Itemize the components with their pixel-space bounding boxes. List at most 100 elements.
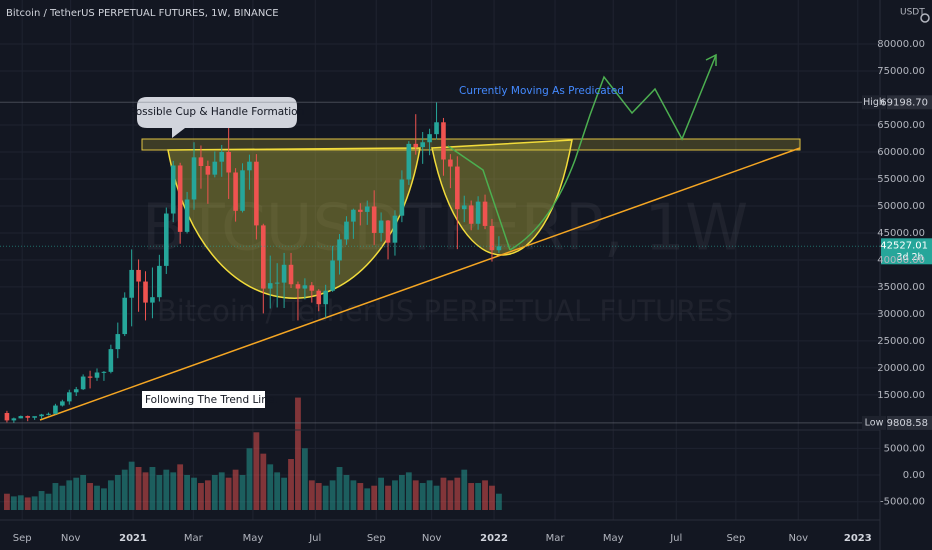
chart-title: Bitcoin / TetherUS PERPETUAL FUTURES, 1W… [6,8,279,19]
marker-value: 69198.70 [880,97,928,108]
volume-bar [281,477,287,510]
candle-body [247,161,252,171]
candle-body [455,166,460,210]
candle-body [281,264,287,283]
candle-body [53,405,58,414]
candle-body [309,285,315,291]
candle-body [177,165,183,232]
candle-body [240,170,245,211]
volume-bar [163,469,170,510]
marker-name: High [863,97,885,108]
x-tick-label: Jul [308,533,321,544]
candle-body [170,165,176,214]
candle-body [371,206,377,233]
candle-body [392,215,398,243]
countdown-label: 3d 2h [896,252,923,263]
volume-bar [101,488,107,510]
volume-bar [66,480,73,510]
x-tick-label: Nov [422,533,442,544]
x-tick-label: 2023 [844,533,872,544]
x-tick-label: 2021 [119,533,147,544]
volume-bar [461,469,468,510]
volume-bar [17,495,24,510]
candle-body [150,297,155,303]
candle-body [11,418,17,421]
candle-body [323,290,328,305]
candle-body [39,414,44,417]
volume-bar [135,467,142,510]
projection-arrow [705,53,717,66]
y-tick-label: 55000.00 [877,174,925,185]
candle-body [143,281,148,303]
candle-body [427,134,432,143]
candle-body [406,143,412,180]
candle-body [288,264,294,285]
y2-tick-label: -5000.00 [880,497,925,508]
settings-icon[interactable] [920,13,930,23]
marker-value-box [887,415,932,430]
candle-body [87,376,93,378]
volume-bar [329,480,336,510]
volume-bar [121,469,128,510]
candle-body [330,260,335,291]
y-tick-label: 50000.00 [877,201,925,212]
projection-path [509,54,717,251]
candle-body [191,157,197,200]
callout-box [137,97,297,138]
candle-body [358,209,363,212]
candle-body [122,297,128,335]
y-tick-label: 25000.00 [877,336,925,347]
candle-body [413,143,419,148]
y-tick-label: 35000.00 [877,282,925,293]
volume-bar [371,485,378,510]
volume-bar [73,477,80,510]
candle-body [73,389,79,393]
last-price-label: 42527.01 [880,240,928,251]
candle-body [163,213,169,266]
candle-body [337,239,342,261]
y-tick-label: 75000.00 [877,66,925,77]
candle-body [129,269,134,298]
candle-body [108,349,114,372]
volume-bar [398,475,405,510]
volume-bar [260,453,267,510]
volume-bar [288,458,294,510]
candle-body [198,157,204,167]
volume-bar [31,496,38,510]
candle-body [25,416,31,418]
volume-bar [253,432,260,510]
candle-body [302,285,308,289]
candle-body [66,392,72,402]
volume-bar [142,472,149,510]
volume-bar [246,448,253,510]
candle-body [274,282,280,284]
volume-bar [94,485,100,510]
volume-bar [24,497,31,510]
candle-body [461,205,467,210]
volume-bar [87,483,93,510]
volume-bar [156,475,163,510]
volume-bar [114,475,121,510]
volume-bar [232,469,239,510]
x-tick-label: 2022 [480,533,508,544]
volume-bar [482,480,488,510]
marker-name-box [862,415,886,430]
volume-bar [225,477,232,510]
x-tick-label: Nov [61,533,81,544]
volume-bar [392,480,398,510]
candle-body [4,412,10,421]
volume-bar [447,480,454,510]
volume-bar [419,483,426,510]
candle-body [115,334,121,350]
volume-bar [45,493,52,510]
candle-body [233,172,238,211]
volume-bar [177,464,184,510]
x-tick-label: Nov [788,533,808,544]
note-text: Following The Trend Line. [145,394,278,406]
volume-bar [315,483,322,510]
last-price-box [881,238,932,265]
volume-bar [204,480,211,510]
x-tick-label: May [603,533,624,544]
x-tick-label: Sep [367,533,386,544]
